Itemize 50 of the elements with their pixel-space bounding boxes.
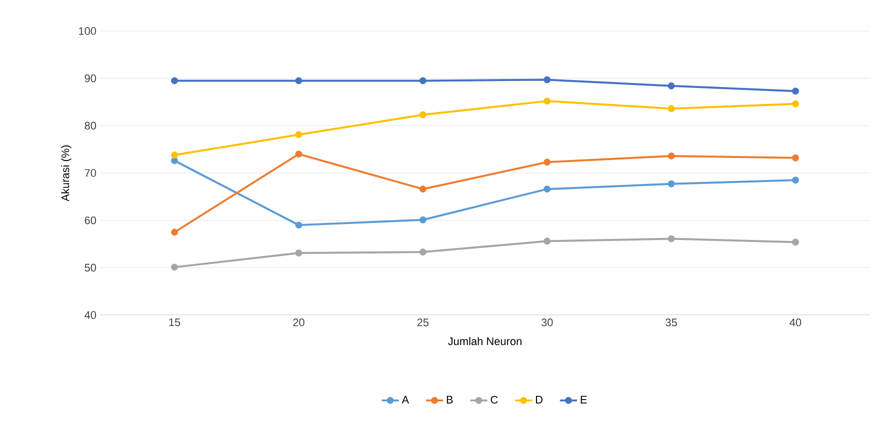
y-tick-label: 80 [84,122,96,130]
point [668,235,675,242]
point [419,186,426,193]
y-tick-label: 70 [84,169,96,177]
y-tick-label: 100 [79,27,96,35]
point [419,111,426,118]
legend-label: D [536,396,542,404]
point [171,152,178,159]
point [544,238,551,245]
y-tick-label: 90 [84,74,96,82]
point [792,100,799,108]
x-axis-title: Jumlah Neuron [448,337,522,346]
point [295,222,302,229]
point [792,88,799,95]
point [544,186,551,193]
point [295,131,302,138]
x-tick-label: 35 [666,318,677,326]
legend-label: B [446,396,453,404]
point [171,264,178,271]
point [544,158,551,166]
point [419,216,426,224]
y-tick-label: 50 [84,264,96,272]
y-axis-title: Akurasi (%) [61,145,72,202]
point [792,238,799,246]
point [295,250,302,256]
x-tick-label: 20 [293,318,304,326]
point [171,77,178,84]
point [171,157,178,164]
point [295,77,302,84]
point [792,154,799,162]
point [544,98,551,105]
legend-label: A [402,396,410,404]
point [668,152,675,160]
y-tick-label: 40 [84,311,96,319]
x-tick-label: 25 [417,318,429,326]
point [668,180,675,188]
point [419,77,426,84]
x-tick-label: 30 [541,318,553,326]
point [171,228,178,236]
point [792,176,799,184]
point [544,76,551,84]
legend-label: E [580,396,587,404]
point [668,82,675,90]
x-tick-label: 40 [790,318,802,326]
y-tick-label: 60 [84,216,96,224]
point [668,105,675,112]
legend-label: C [490,396,498,404]
point [419,248,426,256]
point [295,150,302,158]
x-tick-label: 15 [169,318,180,326]
